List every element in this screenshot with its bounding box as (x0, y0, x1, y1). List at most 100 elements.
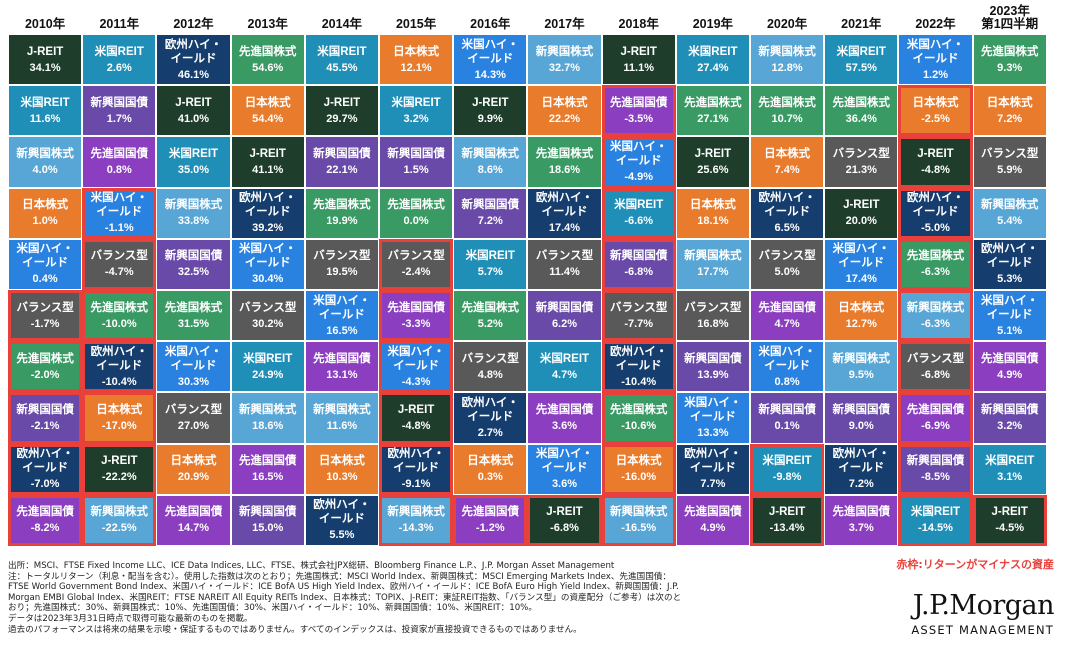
asset-name: 米国REIT (20, 96, 70, 109)
asset-return-cell: 先進国国債 4.9% (675, 494, 750, 546)
return-value: 10.7% (771, 112, 803, 125)
return-value: -16.0% (621, 471, 657, 484)
asset-name: 新興国株式 (980, 199, 1039, 212)
asset-return-cell: 新興国国債 1.5% (379, 136, 454, 188)
asset-name: J-REIT (768, 506, 806, 519)
asset-name: 先進国株式 (387, 199, 445, 212)
return-value: 11.4% (549, 266, 580, 279)
asset-name: 日本株式 (96, 403, 143, 416)
asset-return-cell: 先進国国債 -6.9% (898, 392, 973, 444)
asset-return-cell: J-REIT 25.6% (675, 136, 750, 188)
year-header: 2013年 (247, 17, 288, 31)
asset-return-cell: J-REIT 41.0% (156, 85, 231, 137)
asset-name: バランス型 (313, 250, 371, 263)
asset-return-cell: 米国REIT 2.6% (82, 34, 157, 86)
asset-return-cell: 先進国国債 -1.2% (453, 494, 528, 546)
return-value: 31.5% (177, 317, 210, 330)
return-value: 36.4% (845, 112, 877, 125)
asset-name: 欧州ハイ・ イールド (832, 448, 890, 475)
asset-return-cell: 先進国国債 4.7% (750, 290, 825, 342)
return-value: -10.0% (101, 317, 137, 330)
return-value: 57.5% (845, 61, 877, 74)
asset-name: 米国REIT (391, 96, 441, 109)
asset-name: 新興国国債 (461, 199, 520, 212)
return-value: -8.2% (30, 522, 60, 535)
return-value: -22.2% (101, 471, 137, 484)
asset-return-cell: 米国REIT 3.1% (972, 443, 1047, 495)
return-value: 4.0% (32, 163, 58, 176)
return-value: -6.8% (624, 266, 654, 279)
asset-return-cell: 欧州ハイ・ イールド 5.5% (304, 494, 379, 546)
asset-return-cell: 米国REIT 57.5% (824, 34, 899, 86)
asset-name: 新興国国債 (90, 96, 149, 109)
asset-name: 先進国国債 (609, 96, 668, 109)
asset-return-cell: バランス型 11.4% (527, 238, 602, 290)
return-value: 0.4% (32, 273, 58, 286)
return-value: 14.3% (474, 68, 506, 81)
asset-return-cell: 先進国株式 5.2% (453, 290, 528, 342)
return-value: 3.2% (403, 112, 429, 125)
return-value: 0.8% (774, 375, 800, 388)
asset-return-cell: 米国ハイ・ イールド 14.3% (453, 34, 528, 86)
asset-name: 米国REIT (94, 45, 144, 58)
asset-name: 米国ハイ・ イールド (461, 38, 519, 65)
return-value: -8.5% (921, 471, 950, 484)
asset-return-cell: J-REIT -6.8% (527, 494, 602, 546)
asset-return-cell: 先進国株式 18.6% (527, 136, 602, 188)
asset-name: 日本株式 (244, 96, 291, 109)
asset-name: バランス型 (981, 147, 1039, 160)
asset-name: 先進国国債 (684, 506, 742, 519)
asset-return-cell: J-REIT -22.2% (82, 443, 157, 495)
asset-name: バランス型 (239, 301, 297, 314)
asset-name: J-REIT (991, 506, 1028, 519)
footnote-line: FTSE World Government Bond Index、米国ハイ・イー… (8, 582, 679, 593)
return-value: 1.5% (403, 163, 429, 176)
asset-name: 先進国株式 (16, 352, 74, 365)
asset-return-cell: 米国REIT 35.0% (156, 136, 231, 188)
asset-return-cell: 新興国株式 9.5% (824, 341, 899, 393)
asset-name: 日本株式 (764, 147, 811, 160)
return-value: -4.3% (401, 375, 431, 388)
asset-name: 先進国株式 (758, 96, 816, 109)
asset-return-cell: 欧州ハイ・ イールド 5.3% (972, 238, 1047, 290)
return-value: -10.6% (621, 419, 657, 432)
return-value: 5.1% (997, 324, 1023, 337)
return-value: 5.9% (997, 163, 1023, 176)
asset-name: 新興国株式 (16, 147, 74, 160)
footnote-line: Morgan EMBI Global Index、米国REIT：FTSE NAR… (8, 592, 682, 603)
brand-logo: J.P.Morgan ASSET MANAGEMENT (911, 590, 1054, 637)
asset-return-cell: 先進国株式 10.7% (750, 85, 825, 137)
footnote-line: データは2023年3月31日時点で取得可能な最新のものを掲載。 (8, 613, 253, 624)
asset-name: 先進国国債 (16, 506, 74, 519)
asset-name: J-REIT (26, 45, 64, 58)
return-value: 15.0% (252, 522, 284, 535)
asset-name: 先進国株式 (164, 301, 223, 314)
asset-name: 米国ハイ・ イールド (387, 345, 445, 372)
asset-name: 先進国国債 (980, 352, 1039, 365)
return-value: 39.2% (252, 222, 284, 235)
asset-return-cell: 米国ハイ・ イールド 5.1% (972, 290, 1047, 342)
asset-name: 先進国株式 (461, 301, 520, 314)
asset-name: バランス型 (610, 301, 668, 314)
asset-name: バランス型 (16, 301, 74, 314)
asset-name: 欧州ハイ・ イールド (758, 192, 816, 219)
asset-name: 米国ハイ・ イールド (758, 345, 816, 372)
asset-return-cell: 米国ハイ・ イールド 13.3% (675, 392, 750, 444)
asset-return-cell: 先進国国債 3.6% (527, 392, 602, 444)
return-value: 19.5% (326, 266, 358, 279)
asset-return-cell: 欧州ハイ・ イールド 7.2% (824, 443, 899, 495)
return-value: 5.0% (774, 266, 800, 279)
return-value: 9.9% (477, 112, 503, 125)
return-value: 12.1% (400, 61, 432, 74)
asset-return-cell: J-REIT 20.0% (824, 187, 899, 239)
return-value: 21.3% (845, 163, 877, 176)
asset-return-cell: 日本株式 18.1% (675, 187, 750, 239)
asset-return-cell: 新興国株式 -22.5% (82, 494, 157, 546)
return-value: 17.7% (697, 266, 729, 279)
asset-return-cell: 米国ハイ・ イールド 1.2% (898, 34, 973, 86)
year-header: 2020年 (766, 17, 808, 31)
asset-name: 米国REIT (910, 506, 961, 519)
return-value: 30.3% (177, 375, 210, 388)
asset-return-cell: 日本株式 7.2% (972, 85, 1047, 137)
return-value: 18.6% (252, 419, 284, 432)
